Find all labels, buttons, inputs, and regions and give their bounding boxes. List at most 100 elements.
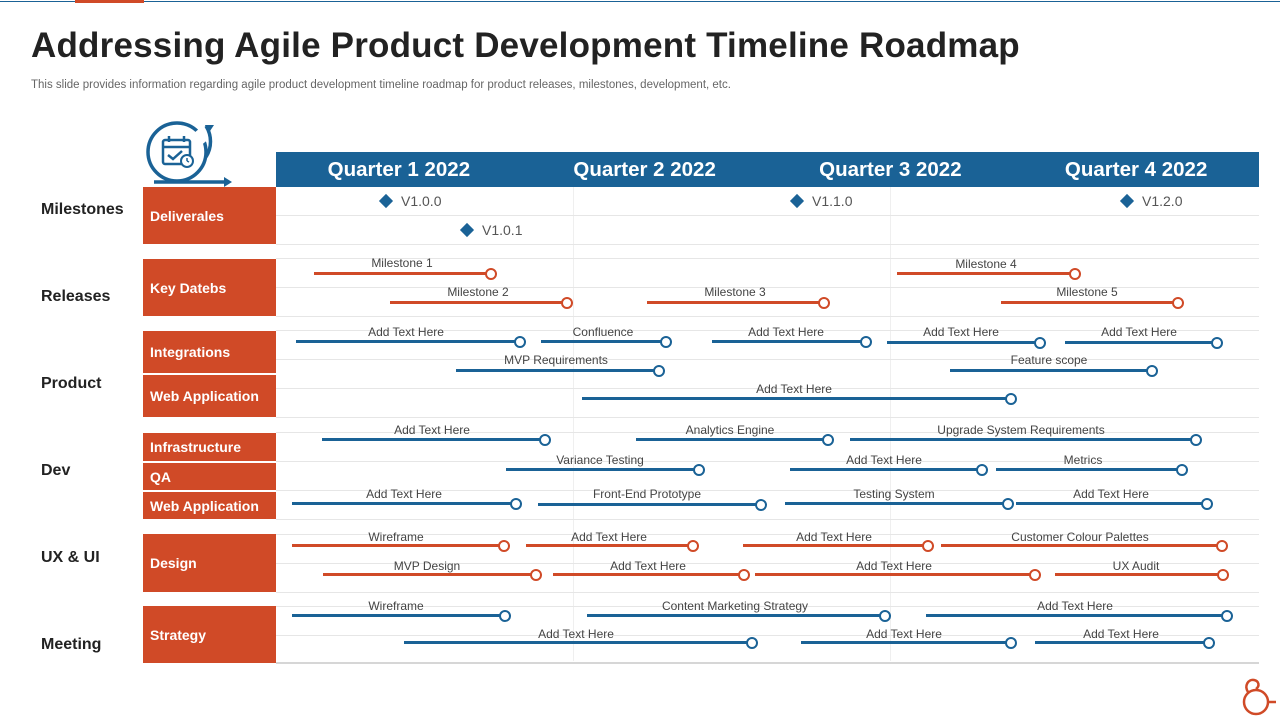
diamond-icon <box>789 193 805 209</box>
timeline-bar <box>996 463 1188 476</box>
timeline-bar-label: Add Text Here <box>796 530 872 544</box>
timeline-bar <box>1065 336 1223 349</box>
bar-end-dot <box>1176 463 1188 476</box>
page-title: Addressing Agile Product Development Tim… <box>31 26 1020 65</box>
timeline-bar <box>1001 296 1184 309</box>
bar-end-dot <box>822 433 834 446</box>
bar-end-dot <box>1211 336 1223 349</box>
timeline-bar <box>950 364 1158 377</box>
row-divider <box>276 417 1259 418</box>
quarter-divider <box>890 187 891 661</box>
row-divider <box>276 490 1259 491</box>
bar-end-dot <box>746 636 758 649</box>
version-label: V1.1.0 <box>812 193 853 209</box>
timeline-bar-label: Metrics <box>1063 453 1103 467</box>
version-marker: V1.1.0 <box>789 193 853 209</box>
version-label: V1.0.0 <box>401 193 442 209</box>
timeline-bar <box>887 336 1046 349</box>
category-strategy: Strategy <box>143 606 276 663</box>
category-dev-web-application: Web Application <box>143 492 276 519</box>
group-label-releases: Releases <box>41 288 111 305</box>
timeline-bar-label: Milestone 5 <box>1056 285 1118 299</box>
timeline-bar-label: Milestone 4 <box>955 257 1017 271</box>
group-label-meeting: Meeting <box>41 636 102 653</box>
row-divider <box>276 330 1259 331</box>
group-label-milestones: Milestones <box>41 201 124 218</box>
diamond-icon <box>378 193 394 209</box>
timeline-bar-label: Wireframe <box>368 530 424 544</box>
quarter-2-label: Quarter 2 2022 <box>573 158 716 181</box>
row-divider <box>276 258 1259 259</box>
version-marker: V1.2.0 <box>1119 193 1182 209</box>
timeline-bar-label: Wireframe <box>368 599 424 613</box>
timeline-bar <box>541 335 672 348</box>
bar-end-dot <box>1005 636 1017 649</box>
row-divider <box>276 519 1259 520</box>
category-deliverales: Deliverales <box>143 187 276 244</box>
page-subtitle: This slide provides information regardin… <box>31 79 731 91</box>
timeline-bar <box>1035 636 1215 649</box>
timeline-bar-label: Milestone 2 <box>447 285 509 299</box>
timeline-bar-label: Add Text Here <box>394 423 470 437</box>
diamond-icon <box>459 222 475 238</box>
timeline-bar-label: Add Text Here <box>1037 599 1113 613</box>
category-product-web-application: Web Application <box>143 375 276 417</box>
row-divider <box>276 461 1259 462</box>
timeline-bar <box>647 296 830 309</box>
timeline-bar-label: Add Text Here <box>846 453 922 467</box>
quarter-4-label: Quarter 4 2022 <box>1064 158 1208 181</box>
bar-end-dot <box>1221 609 1233 622</box>
category-integrations: Integrations <box>143 331 276 373</box>
timeline-bar-label: Add Text Here <box>866 627 942 641</box>
bar-end-dot <box>879 609 891 622</box>
timeline-bar <box>390 296 573 309</box>
timeline-bar <box>712 335 872 348</box>
bar-end-dot <box>687 539 699 552</box>
timeline-bar-label: Upgrade System Requirements <box>937 423 1105 437</box>
bar-end-dot <box>561 296 573 309</box>
group-label-dev: Dev <box>41 462 71 479</box>
bar-end-dot <box>485 267 497 280</box>
table-bottom-line <box>276 662 1259 664</box>
timeline-bar-label: Add Text Here <box>366 487 442 501</box>
timeline-bar-label: Milestone 1 <box>371 256 433 270</box>
quarter-divider <box>573 187 574 661</box>
category-key-dates: Key Datebs <box>143 259 276 316</box>
row-divider <box>276 388 1259 389</box>
bar-end-dot <box>1217 568 1229 581</box>
timeline-bar <box>850 433 1202 446</box>
timeline-bar <box>636 433 834 446</box>
timeline-bar-label: Feature scope <box>1010 353 1088 367</box>
version-marker: V1.0.1 <box>459 222 522 238</box>
timeline-bar <box>743 539 934 552</box>
timeline-bar <box>526 539 699 552</box>
timeline-bar <box>790 463 988 476</box>
timeline-bar-label: Add Text Here <box>923 325 999 339</box>
bar-end-dot <box>498 539 510 552</box>
bar-end-dot <box>514 335 526 348</box>
group-label-ux-ui: UX & UI <box>41 549 100 566</box>
bar-end-dot <box>1216 539 1228 552</box>
timeline-bar <box>801 636 1017 649</box>
quarter-1-label: Quarter 1 2022 <box>327 158 471 181</box>
bar-end-dot <box>1029 568 1041 581</box>
timeline-bar-label: MVP Design <box>393 559 461 573</box>
category-infrastructure: Infrastructure <box>143 433 276 461</box>
bar-end-dot <box>1034 336 1046 349</box>
timeline-bar <box>506 463 705 476</box>
timeline-bar-label: Variance Testing <box>556 453 644 467</box>
timeline-bar-label: Add Text Here <box>856 559 932 573</box>
bar-end-dot <box>818 296 830 309</box>
bar-end-dot <box>510 497 522 510</box>
row-divider <box>276 287 1259 288</box>
version-marker: V1.0.0 <box>378 193 442 209</box>
group-label-product: Product <box>41 375 102 392</box>
timeline-bar-label: Testing System <box>853 487 935 501</box>
timeline-bar-label: Customer Colour Palettes <box>1011 530 1149 544</box>
bar-end-dot <box>1203 636 1215 649</box>
timeline-bar <box>587 609 891 622</box>
bar-end-dot <box>1069 267 1081 280</box>
timeline-bar-label: Add Text Here <box>756 382 832 396</box>
bar-end-dot <box>976 463 988 476</box>
bar-end-dot <box>1201 497 1213 510</box>
